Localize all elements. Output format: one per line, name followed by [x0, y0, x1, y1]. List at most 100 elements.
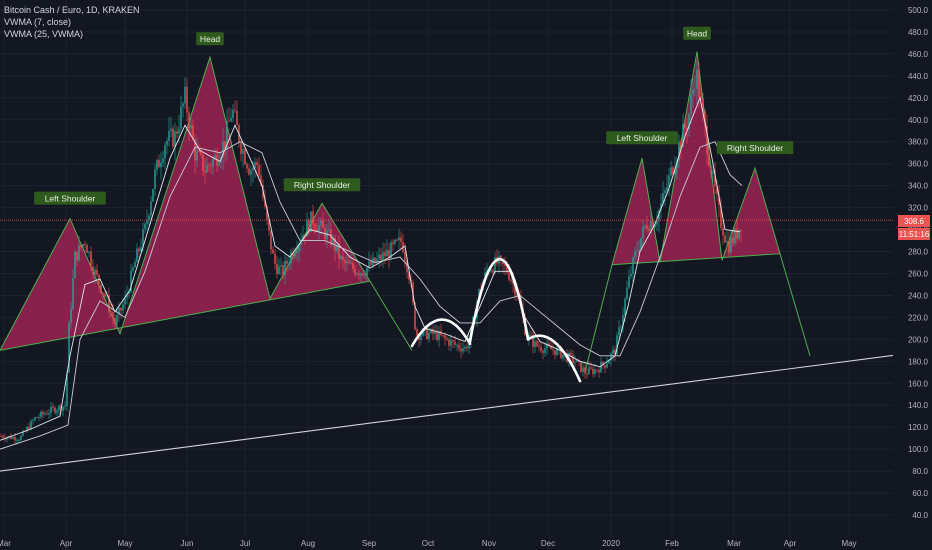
candle-body	[288, 263, 290, 265]
candle-body	[688, 113, 690, 130]
time-tick-label: Apr	[60, 539, 73, 548]
arc-drawing-0[interactable]	[410, 318, 472, 348]
candle-body	[642, 226, 644, 239]
candle-body	[2, 436, 4, 438]
candle-body	[196, 150, 198, 161]
candle-body	[714, 170, 716, 187]
pattern-label: Left Shoulder	[606, 131, 678, 145]
vwma25-line	[0, 141, 743, 450]
candle-body	[414, 302, 416, 330]
candle-body	[600, 362, 602, 373]
candle-body	[586, 373, 588, 375]
price-tick-label: 440.0	[908, 72, 929, 81]
candle-body	[736, 229, 738, 239]
candle-body	[78, 245, 80, 261]
candle-body	[102, 292, 104, 294]
indicator-vwma25[interactable]: VWMA (25, VWMA)	[4, 29, 84, 39]
candle-body	[234, 109, 236, 111]
price-axis-bg[interactable]	[893, 0, 932, 536]
candle-body	[68, 322, 70, 373]
candle-body	[560, 347, 562, 359]
time-tick-label: Mar	[727, 539, 741, 548]
candle-body	[396, 239, 398, 241]
time-tick-label: Jul	[240, 539, 250, 548]
pattern-label-text: Right Shoulder	[294, 180, 350, 190]
candle-body	[116, 314, 118, 324]
grid-lines	[0, 0, 893, 536]
price-tick-label: 380.0	[908, 138, 929, 147]
candle-body	[152, 188, 154, 202]
indicator-vwma7[interactable]: VWMA (7, close)	[4, 17, 72, 27]
support-trendline[interactable]	[0, 349, 932, 472]
candle-body	[50, 406, 52, 414]
candle-body	[716, 186, 718, 195]
candle-body	[312, 211, 314, 225]
candle-body	[702, 98, 704, 112]
candle-body	[106, 295, 108, 297]
candle-body	[718, 194, 720, 206]
candle-body	[640, 238, 642, 250]
candle-body	[376, 258, 378, 263]
candle-body	[272, 249, 274, 254]
candle-body	[282, 265, 284, 276]
candle-body	[694, 88, 696, 90]
price-tick-label: 340.0	[908, 182, 929, 191]
time-axis[interactable]: Mar Apr May Jun Jul Aug Sep Oct Nov Dec 2020 Feb Mar…	[0, 539, 857, 548]
candle-body	[590, 367, 592, 369]
candle-body	[200, 151, 202, 155]
candle-body	[406, 260, 408, 273]
arc-drawing-1[interactable]	[468, 257, 530, 343]
candle-body	[712, 170, 714, 175]
candle-body	[240, 143, 242, 155]
candle-body	[738, 229, 740, 239]
candle-body	[390, 242, 392, 259]
pattern-label-box	[196, 32, 224, 46]
candle-body	[248, 168, 250, 175]
candle-body	[154, 169, 156, 189]
candle-body	[598, 370, 600, 373]
candle-body	[588, 367, 590, 375]
candle-body	[112, 311, 114, 318]
candle-body	[296, 251, 298, 254]
candle-body	[544, 348, 546, 353]
pattern-label-text: Left Shoulder	[45, 194, 96, 204]
candle-body	[394, 239, 396, 244]
candle-body	[298, 244, 300, 252]
time-axis-bg[interactable]	[0, 536, 932, 550]
drawings[interactable]	[0, 219, 932, 472]
time-tick-label: Aug	[301, 539, 315, 548]
candle-body	[88, 251, 90, 254]
price-tick-label: 240.0	[908, 291, 929, 300]
candle-body	[126, 294, 128, 298]
candle-body	[510, 279, 512, 281]
candle-body	[726, 240, 728, 243]
price-tick-label: 160.0	[908, 379, 929, 388]
candle-body	[422, 329, 424, 336]
candle-body	[308, 220, 310, 233]
candle-body	[206, 164, 208, 173]
price-tag-value: 308.6	[904, 217, 925, 226]
candle-body	[198, 150, 200, 152]
candle-body	[532, 335, 534, 347]
candle-body	[100, 284, 102, 293]
candle-body	[684, 123, 686, 129]
candle-body	[342, 256, 344, 260]
price-tag-box	[898, 215, 930, 227]
candle-body	[514, 283, 516, 296]
candle-body	[458, 344, 460, 349]
candle-body	[724, 235, 726, 243]
symbol-title[interactable]: Bitcoin Cash / Euro, 1D, KRAKEN	[4, 5, 140, 15]
candle-body	[626, 287, 628, 300]
candle-body	[556, 348, 558, 356]
candle-body	[354, 268, 356, 275]
candle-body	[74, 251, 76, 279]
candle-body	[22, 431, 24, 436]
arc-drawing-2[interactable]	[526, 334, 582, 383]
candle-body	[174, 131, 176, 147]
candle-body	[12, 437, 14, 439]
candle-body	[58, 405, 60, 411]
candle-body	[370, 261, 372, 266]
candle-body	[350, 263, 352, 264]
candle-body	[48, 413, 50, 415]
